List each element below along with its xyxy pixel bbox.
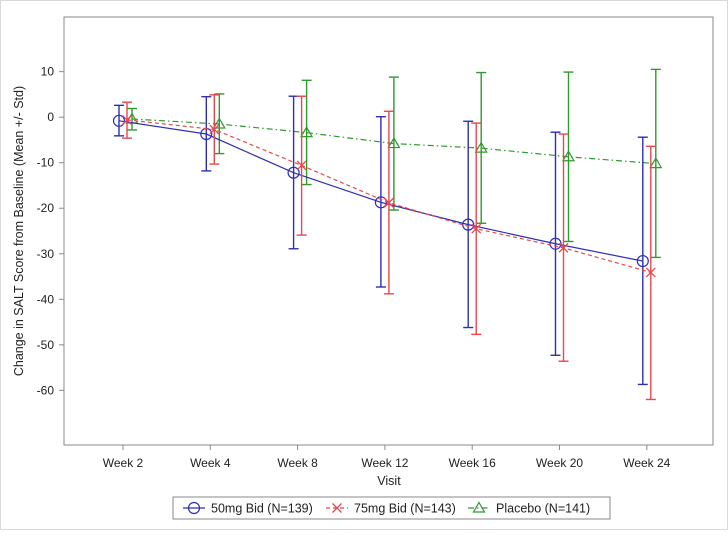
error-bar [301,79,312,186]
y-axis: 10 0 -10 -20 -30 -40 -50 -60 [37,65,64,397]
data-point [549,237,562,250]
legend-frame [172,496,611,520]
data-point [122,114,132,125]
data-point-stroke [383,197,394,208]
y-tick-label: -20 [37,201,55,215]
data-point [561,150,576,162]
error-bar [563,71,574,243]
data-point [387,136,401,149]
data-point [558,242,569,253]
y-tick-label: -10 [37,156,55,170]
data-point [383,197,394,208]
series-2 [125,68,663,259]
legend-item: Placebo (N=141) [468,501,590,516]
y-tick-label: -30 [37,247,55,261]
x-tick-label: Week 8 [277,456,318,470]
legend-label: 75mg Bid (N=143) [354,502,456,516]
data-point [300,125,314,138]
data-point [474,141,488,153]
series-layer [112,68,663,401]
x-axis: Week 2 Week 4 Week 8 Week 12 Week 16 Week 20 W… [103,445,671,470]
x-tick-label: Week 24 [623,456,670,470]
data-point-stroke [122,114,132,125]
data-point [287,166,300,179]
error-bar [388,76,399,211]
error-bar [650,68,661,259]
data-point [636,254,649,268]
legend: 50mg Bid (N=139) 75mg Bid (N=143) Placebo … [183,501,590,516]
legend-swatch-marker-stroke [332,503,342,513]
data-point-stroke [471,223,482,234]
data-point [112,114,126,127]
error-bar [114,104,124,137]
data-point [209,124,220,135]
data-point-stroke [296,160,307,171]
data-point [471,223,482,234]
y-axis-label: Change in SALT Score from Baseline (Mean… [12,86,26,376]
legend-label: 50mg Bid (N=139) [211,502,313,516]
x-axis-label: Visit [377,474,401,488]
data-point [649,156,663,169]
legend-swatch-marker [472,501,486,513]
x-tick-label: Week 20 [536,456,583,470]
legend-swatch-marker [187,501,201,515]
x-tick-label: Week 16 [449,456,496,470]
data-point [212,117,226,129]
legend-item: 50mg Bid (N=139) [183,502,313,516]
legend-item: 75mg Bid (N=143) [326,502,456,516]
x-tick-label: Week 12 [361,456,408,470]
y-tick-label: -50 [37,338,55,352]
x-tick-label: Week 4 [190,456,231,470]
error-bar [214,93,225,155]
data-point [296,160,307,171]
series-0 [112,95,649,386]
y-tick-label: 10 [41,65,55,79]
x-tick-label: Week 2 [103,456,144,470]
series-line [118,120,643,262]
y-tick-label: -40 [37,292,55,306]
data-point-stroke [558,242,569,253]
data-point [462,218,475,231]
data-point [645,267,656,278]
y-tick-label: -60 [37,383,55,397]
data-point-stroke [645,267,656,278]
legend-swatch-marker [332,503,342,513]
data-point-stroke [209,124,220,135]
legend-label: Placebo (N=141) [496,502,590,516]
y-tick-label: 0 [47,110,54,124]
error-bar [476,71,487,224]
series-1 [122,94,656,401]
